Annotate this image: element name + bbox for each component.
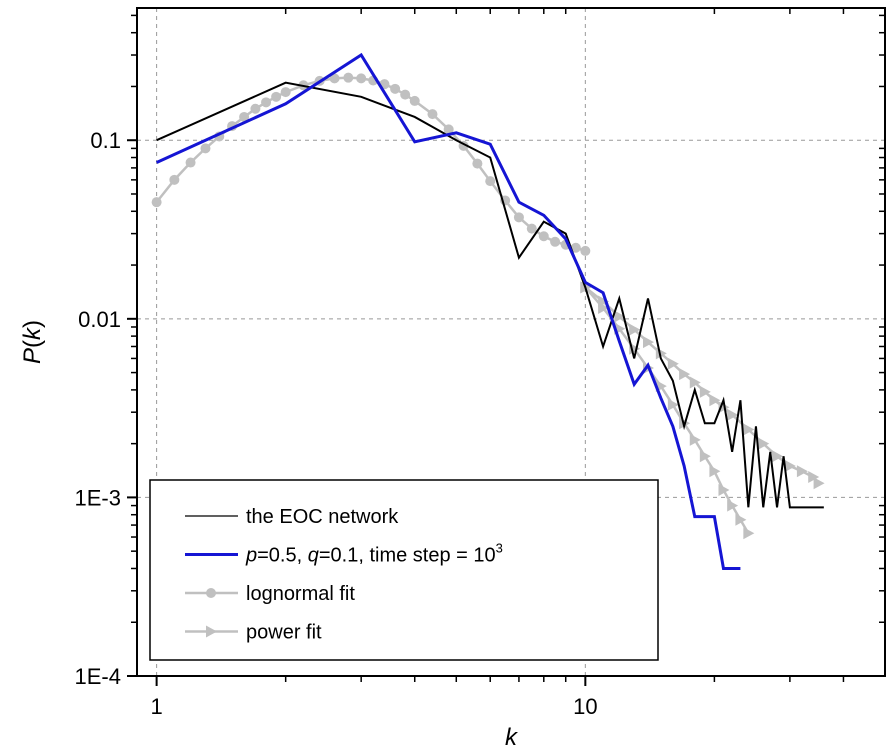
data-point xyxy=(699,385,711,398)
series-line xyxy=(155,76,586,253)
data-point xyxy=(550,236,561,247)
legend-label-superscript: 3 xyxy=(496,541,503,556)
data-point xyxy=(772,450,784,463)
y-tick-label: 0.01 xyxy=(78,307,121,332)
data-point xyxy=(709,465,721,478)
data-point xyxy=(667,357,679,370)
y-tick-label: 0.1 xyxy=(90,128,121,153)
x-axis-label: k xyxy=(505,724,519,749)
legend-item: p=0.5, q=0.1, time step = 103 xyxy=(185,541,503,567)
series-line xyxy=(156,81,824,509)
legend-label: the EOC network xyxy=(246,506,399,528)
y-label-paren: ) xyxy=(19,320,46,328)
data-point xyxy=(667,398,679,411)
data-point xyxy=(271,91,282,102)
x-tick-label: 10 xyxy=(573,694,597,719)
data-point xyxy=(513,212,524,223)
data-point xyxy=(709,394,721,407)
legend-label-part: =0.1, time step = 10 xyxy=(319,545,496,567)
data-point xyxy=(808,471,820,484)
data-point xyxy=(280,87,291,98)
series-0 xyxy=(156,81,824,509)
data-point xyxy=(679,368,691,381)
series-line xyxy=(155,52,741,570)
data-point xyxy=(758,437,770,450)
data-point xyxy=(343,72,354,83)
data-point xyxy=(443,124,454,135)
data-point xyxy=(485,176,496,187)
series-1 xyxy=(155,52,741,570)
legend-item: power fit xyxy=(185,622,322,644)
legend-label: power fit xyxy=(246,622,322,644)
legend-item: the EOC network xyxy=(185,506,399,528)
data-point xyxy=(743,423,755,436)
data-point xyxy=(580,245,591,256)
data-point xyxy=(261,97,272,108)
data-point xyxy=(629,323,641,336)
legend-item: lognormal fit xyxy=(185,583,355,605)
data-point xyxy=(206,625,217,638)
data-point xyxy=(206,588,216,598)
axis-ticks: 1 10 0.1 0.01 1E-3 1E-4 xyxy=(75,8,885,719)
y-label-italic: P xyxy=(19,348,46,364)
data-point xyxy=(718,484,730,497)
legend-label: p=0.5, q=0.1, time step = 103 xyxy=(245,541,503,567)
legend-label-part: =0.5, xyxy=(257,545,308,567)
data-point xyxy=(390,83,401,94)
data-point xyxy=(329,73,340,84)
plot-frame xyxy=(136,7,886,677)
y-axis-label: P(k) xyxy=(19,320,46,364)
legend-label-part: q xyxy=(308,545,319,567)
y-tick-label: 1E-3 xyxy=(75,485,121,510)
y-tick-label: 1E-4 xyxy=(75,664,121,689)
data-point xyxy=(472,158,483,169)
data-point xyxy=(570,242,581,253)
data-point xyxy=(250,103,261,114)
x-tick-label: 1 xyxy=(150,694,162,719)
data-point xyxy=(598,301,610,314)
data-point xyxy=(400,89,411,100)
data-point xyxy=(538,231,549,242)
data-point xyxy=(796,465,808,478)
data-point xyxy=(642,336,654,349)
data-point xyxy=(427,109,438,120)
data-point xyxy=(356,73,367,84)
data-point xyxy=(727,499,739,512)
legend-label: lognormal fit xyxy=(246,583,355,605)
data-point xyxy=(699,450,711,463)
data-point xyxy=(813,477,825,490)
data-point xyxy=(689,376,701,389)
data-point xyxy=(409,95,420,106)
series-layer xyxy=(151,52,825,570)
series-2 xyxy=(151,72,591,256)
data-point xyxy=(185,157,196,168)
legend: the EOC network p=0.5, q=0.1, time step =… xyxy=(149,479,659,661)
y-label-italic: k xyxy=(19,326,46,340)
data-point xyxy=(689,433,701,446)
data-point xyxy=(169,174,180,185)
legend-label-part: p xyxy=(245,545,257,567)
data-point xyxy=(784,459,796,472)
data-point xyxy=(526,223,537,234)
data-point xyxy=(200,143,211,154)
data-point xyxy=(614,310,626,323)
data-point xyxy=(239,111,250,122)
data-point xyxy=(735,513,747,526)
legend-box xyxy=(149,479,659,661)
data-point xyxy=(151,197,162,208)
data-point xyxy=(743,527,755,540)
y-label-paren: ( xyxy=(19,340,46,348)
data-point xyxy=(727,408,739,421)
